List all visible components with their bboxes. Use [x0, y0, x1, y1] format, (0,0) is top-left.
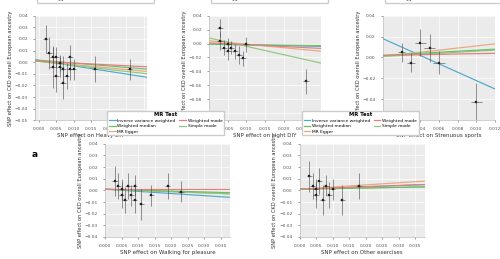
Legend: Inverse variance weighted, Weighted median, MR Egger, Weighted mode, Simple mode: Inverse variance weighted, Weighted medi…	[37, 0, 154, 3]
Legend: Inverse variance weighted, Weighted median, MR Egger, Weighted mode, Simple mode: Inverse variance weighted, Weighted medi…	[211, 0, 328, 3]
Text: b: b	[206, 150, 212, 159]
Legend: Inverse variance weighted, Weighted median, MR Egger, Weighted mode, Simple mode: Inverse variance weighted, Weighted medi…	[302, 111, 419, 135]
Y-axis label: SNP effect on CKD overall European ancestry: SNP effect on CKD overall European ances…	[356, 10, 360, 126]
Legend: Inverse variance weighted, Weighted median, MR Egger, Weighted mode, Simple mode: Inverse variance weighted, Weighted medi…	[107, 111, 224, 135]
Text: a: a	[32, 150, 38, 159]
Text: c: c	[380, 150, 386, 159]
Y-axis label: SNP effect on CKD overall European ancestry: SNP effect on CKD overall European ances…	[8, 10, 12, 126]
Y-axis label: SNP effect on CKD overall European ancestry: SNP effect on CKD overall European ances…	[78, 133, 82, 248]
X-axis label: SNP effect on Light DIY: SNP effect on Light DIY	[234, 133, 296, 139]
X-axis label: SNP effect on Strenuous sports: SNP effect on Strenuous sports	[396, 133, 482, 139]
X-axis label: SNP effect on Walking for pleasure: SNP effect on Walking for pleasure	[120, 250, 216, 255]
Y-axis label: SNP effect on CKD overall European ancestry: SNP effect on CKD overall European ances…	[182, 10, 186, 126]
X-axis label: SNP effect on Other exercises: SNP effect on Other exercises	[322, 250, 403, 255]
X-axis label: SNP effect on Heavy DIY: SNP effect on Heavy DIY	[58, 133, 124, 139]
Legend: Inverse variance weighted, Weighted median, MR Egger, Weighted mode, Simple mode: Inverse variance weighted, Weighted medi…	[385, 0, 500, 3]
Y-axis label: SNP effect on CKD overall European ancestry: SNP effect on CKD overall European ances…	[272, 133, 277, 248]
